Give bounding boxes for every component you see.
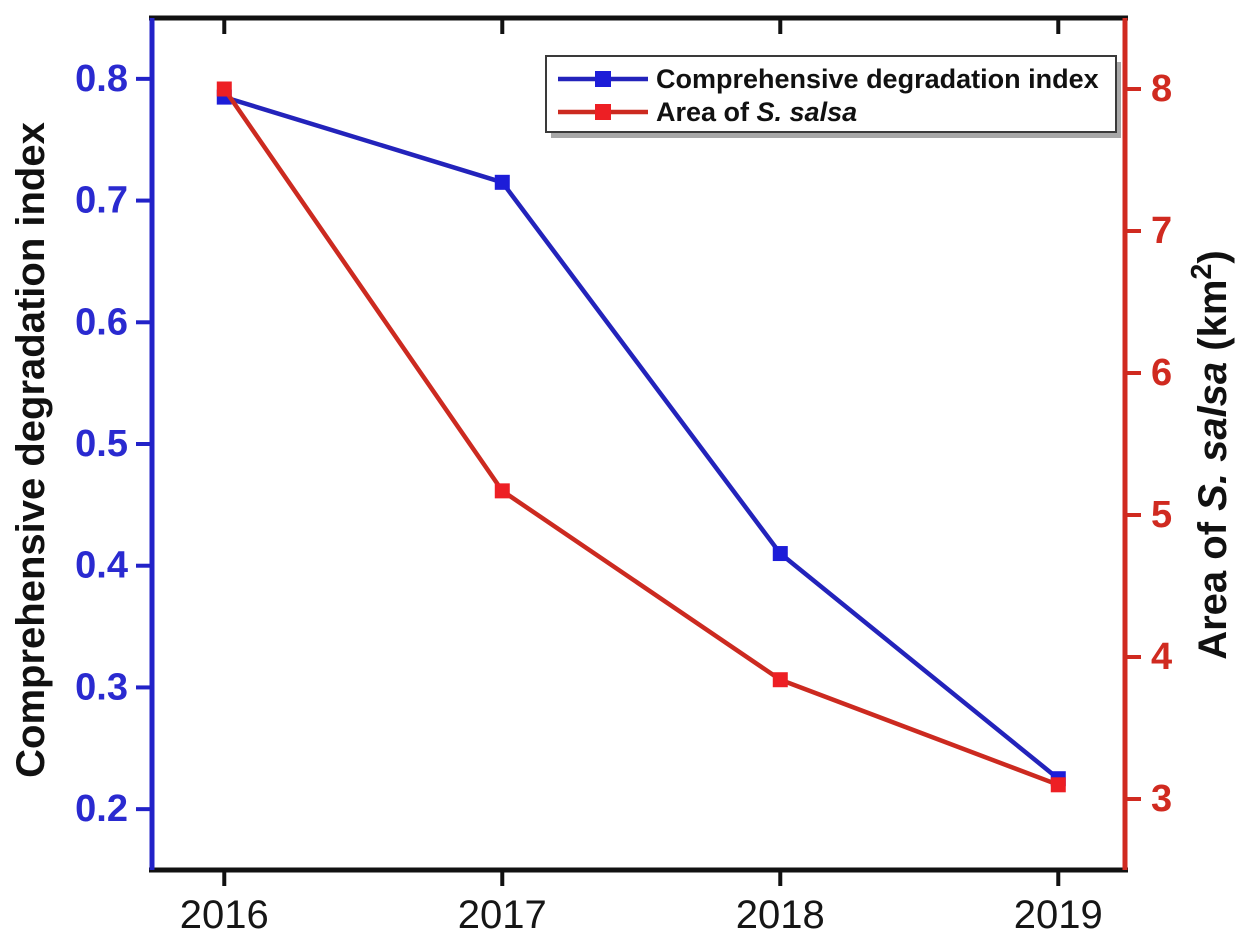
legend-label-cdi: Comprehensive degradation index xyxy=(656,64,1099,94)
right-y-tick-label: 5 xyxy=(1151,494,1172,536)
legend-label-area: Area of S. salsa xyxy=(656,97,857,127)
series-marker-area xyxy=(494,483,510,499)
left-y-tick-label: 0.3 xyxy=(75,666,128,708)
left-y-tick-label: 0.4 xyxy=(75,545,128,587)
series-marker-cdi xyxy=(494,174,510,190)
legend-sample-marker-cdi xyxy=(595,71,611,87)
series-marker-area xyxy=(772,672,788,688)
series-line-area xyxy=(222,87,1060,787)
series-line-cdi xyxy=(223,94,1060,781)
right-y-tick-label: 3 xyxy=(1151,778,1172,820)
legend-box xyxy=(545,55,1117,133)
legend-sample-marker-area xyxy=(595,104,611,120)
series-marker-cdi xyxy=(772,546,788,562)
left-y-tick-label: 0.2 xyxy=(75,788,128,830)
left-y-tick-label: 0.8 xyxy=(75,58,128,100)
right-y-tick-label: 6 xyxy=(1151,352,1172,394)
series-marker-area xyxy=(1050,777,1066,793)
x-tick-label: 2019 xyxy=(1014,893,1103,937)
right-y-tick-label: 7 xyxy=(1151,210,1172,252)
left-y-tick-label: 0.5 xyxy=(75,423,128,465)
x-tick-label: 2017 xyxy=(458,893,547,937)
right-axis-title: Area of S. salsa (km2) xyxy=(1186,250,1235,660)
x-tick-label: 2016 xyxy=(180,893,269,937)
left-y-tick-label: 0.7 xyxy=(75,180,128,222)
right-y-tick-label: 8 xyxy=(1151,68,1172,110)
left-axis-title: Comprehensive degradation index xyxy=(9,122,53,778)
series-marker-area xyxy=(216,81,232,97)
left-y-tick-label: 0.6 xyxy=(75,301,128,343)
right-y-tick-label: 4 xyxy=(1151,636,1172,678)
x-tick-label: 2018 xyxy=(736,893,825,937)
